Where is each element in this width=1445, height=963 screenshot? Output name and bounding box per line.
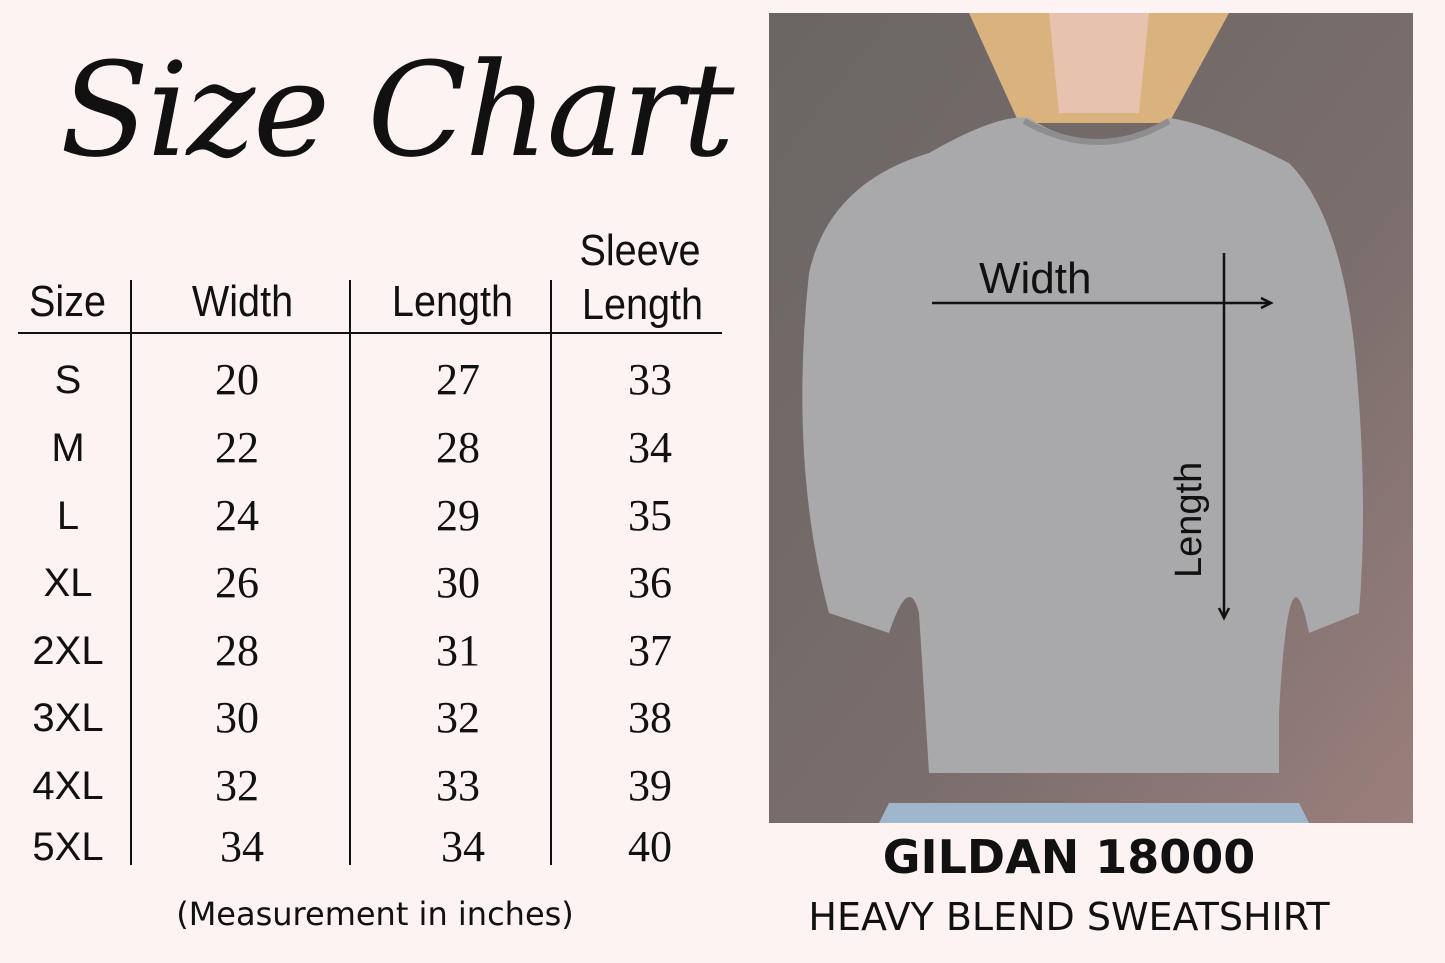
header-length: Length — [391, 277, 514, 326]
header-sleeve-line1: Sleeve — [579, 226, 701, 275]
cell-width: 24 — [215, 491, 259, 540]
cell-length: 29 — [436, 491, 480, 540]
cell-size: XL — [43, 561, 93, 605]
cell-sleeve: 40 — [628, 822, 672, 871]
cell-width: 30 — [215, 693, 259, 742]
cell-width: 26 — [215, 558, 259, 607]
cell-size: L — [56, 494, 80, 538]
length-label: Length — [1168, 462, 1210, 578]
width-label: Width — [979, 254, 1091, 303]
cell-width: 20 — [215, 355, 259, 404]
cell-size: 2XL — [32, 629, 104, 673]
face-neck — [1049, 13, 1149, 113]
cell-size: M — [51, 426, 85, 470]
cell-length: 28 — [436, 423, 480, 472]
cell-length: 31 — [436, 626, 480, 675]
cell-length: 34 — [441, 822, 485, 871]
header-sleeve-line2: Length — [581, 280, 704, 329]
cell-width: 22 — [215, 423, 259, 472]
model-photo: Width Length — [769, 13, 1413, 823]
page-title: Size Chart — [60, 34, 734, 186]
cell-width: 34 — [220, 822, 264, 871]
cell-sleeve: 39 — [628, 761, 672, 810]
cell-length: 32 — [436, 693, 480, 742]
cell-length: 33 — [436, 761, 480, 810]
cell-width: 32 — [215, 761, 259, 810]
cell-sleeve: 36 — [628, 558, 672, 607]
jeans — [879, 803, 1309, 823]
header-divider — [18, 332, 722, 334]
column-divider — [349, 280, 351, 865]
product-model: HEAVY BLEND SWEATSHIRT — [808, 895, 1330, 939]
product-brand: GILDAN 18000 — [882, 830, 1256, 884]
cell-sleeve: 38 — [628, 693, 672, 742]
cell-length: 30 — [436, 558, 480, 607]
column-divider — [550, 280, 552, 865]
header-width: Width — [191, 277, 294, 326]
cell-length: 27 — [436, 355, 480, 404]
column-divider — [130, 280, 132, 865]
cell-sleeve: 35 — [628, 491, 672, 540]
cell-sleeve: 37 — [628, 626, 672, 675]
header-size: Size — [28, 277, 107, 326]
cell-sleeve: 33 — [628, 355, 672, 404]
cell-size: 4XL — [32, 764, 104, 808]
cell-size: 3XL — [32, 696, 104, 740]
measurement-note: (Measurement in inches) — [176, 895, 574, 933]
cell-size: 5XL — [32, 825, 104, 869]
cell-sleeve: 34 — [628, 423, 672, 472]
cell-size: S — [54, 358, 82, 402]
cell-width: 28 — [215, 626, 259, 675]
